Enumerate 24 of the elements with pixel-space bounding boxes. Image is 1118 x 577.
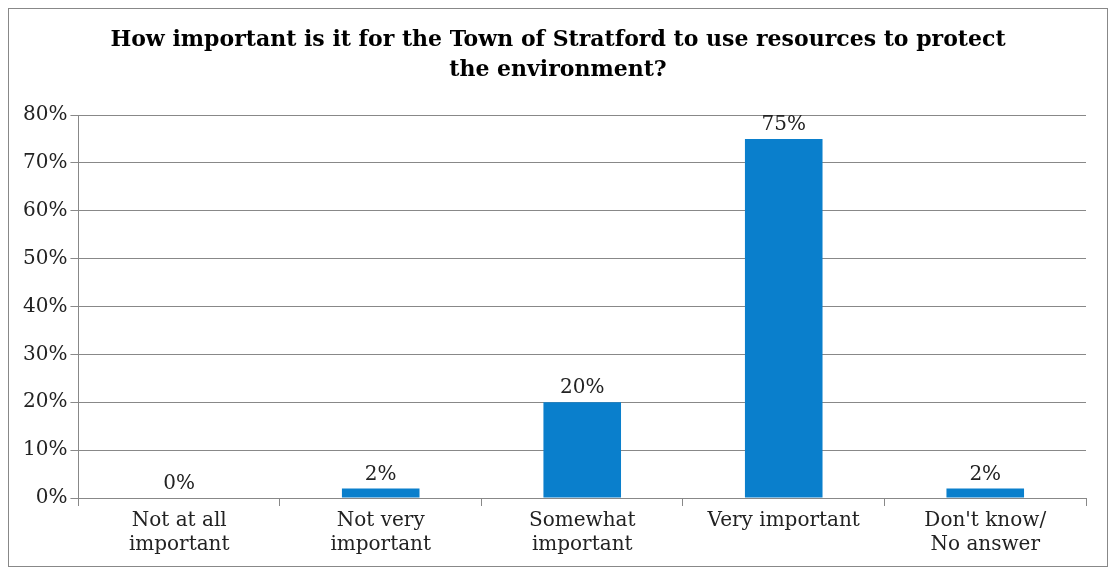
y-tick-label: 10% bbox=[23, 436, 68, 461]
y-tick-label: 40% bbox=[23, 292, 68, 317]
x-tick-label: Very important bbox=[706, 507, 860, 532]
data-label: 2% bbox=[364, 460, 397, 485]
x-tick-label: Somewhat important bbox=[528, 507, 636, 556]
y-tick-label: 0% bbox=[35, 484, 68, 509]
y-tick-label: 30% bbox=[23, 340, 68, 365]
data-label: 0% bbox=[163, 470, 196, 495]
x-tick-label: Don't know/ No answer bbox=[924, 507, 1047, 556]
y-tick-label: 20% bbox=[23, 388, 68, 413]
y-tick-label: 70% bbox=[23, 149, 68, 174]
bar bbox=[543, 402, 622, 498]
bar bbox=[946, 488, 1025, 498]
chart-title: How important is it for the Town of Stratford to use resources to protect the environment? bbox=[109, 24, 1007, 83]
y-tick-label: 50% bbox=[23, 244, 68, 269]
data-label: 2% bbox=[969, 460, 1002, 485]
data-label: 75% bbox=[761, 111, 806, 136]
x-tick-label: Not very important bbox=[330, 507, 432, 556]
bar bbox=[341, 488, 420, 498]
y-tick-label: 60% bbox=[23, 196, 68, 221]
bar bbox=[744, 138, 823, 498]
x-tick-label: Not at all important bbox=[128, 507, 230, 556]
data-label: 20% bbox=[560, 374, 605, 399]
y-tick-label: 80% bbox=[23, 101, 68, 126]
